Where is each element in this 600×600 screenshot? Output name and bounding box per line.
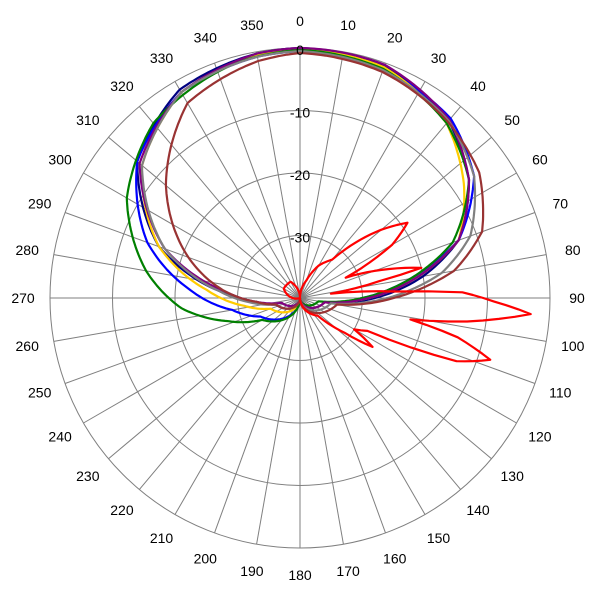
grid-spoke [174,81,301,299]
angle-tick-label: 310 [76,112,100,128]
angle-tick-label: 0 [296,13,304,29]
angle-tick-label: 110 [549,385,572,401]
grid-spoke [64,297,301,384]
angle-tick-label: 50 [504,112,520,128]
grid-spoke [299,297,344,545]
angle-tick-label: 200 [194,550,218,566]
grid-spoke [299,62,386,299]
angle-tick-label: 120 [528,429,552,445]
angle-tick-label: 300 [48,152,72,168]
angle-tick-label: 210 [150,530,174,546]
grid-spoke [299,297,517,424]
grid-spoke [214,297,301,534]
angle-tick-label: 80 [565,242,581,258]
angle-tick-label: 40 [470,78,486,94]
angle-tick-label: 220 [110,502,134,518]
angle-tick-label: 340 [194,30,218,46]
angle-tick-label: 160 [383,550,407,566]
grid-spoke [256,51,301,299]
angle-tick-label: 250 [28,385,52,401]
grid-spoke [299,297,426,515]
angle-tick-label: 170 [336,563,360,579]
angle-tick-label: 240 [48,429,72,445]
angle-tick-label: 130 [501,468,525,484]
series-layer [125,46,532,363]
angle-tick-label: 150 [427,530,451,546]
angle-tick-label: 140 [466,502,490,518]
radial-tick-label: -30 [290,230,310,246]
radial-tick-label: -20 [290,167,310,183]
grid-spoke [256,297,301,545]
grid-spoke [174,297,301,515]
grid-spoke [299,297,386,534]
grid-spoke [138,106,301,299]
angle-tick-label: 350 [240,17,264,33]
grid-spoke [299,81,426,299]
angle-tick-label: 20 [387,30,403,46]
angle-tick-label: 30 [431,50,447,66]
radial-tick-labels: -30 -20 -10 0 [290,42,310,246]
grid-spoke [299,212,536,299]
radial-tick-label: 0 [296,42,304,58]
angle-tick-label: 280 [16,242,40,258]
angle-tick-label: 260 [16,338,40,354]
angle-tick-label: 190 [240,563,264,579]
grid-spoke [299,106,462,299]
angle-tick-labels: 0 10 20 30 40 50 60 70 80 90 100 110 120 130 140 150 160… [11,13,585,583]
angle-tick-label: 90 [569,290,585,306]
angle-tick-label: 70 [553,195,569,211]
angle-tick-label: 10 [340,17,356,33]
angle-tick-label: 330 [150,50,174,66]
grid-spoke [108,297,301,460]
angle-tick-label: 100 [561,338,585,354]
angle-tick-label: 270 [11,290,35,306]
angle-tick-label: 320 [110,78,134,94]
grid-spoke [299,297,462,490]
series-line-7 [282,221,532,363]
grid-spoke [138,297,301,490]
grid-spoke [299,297,536,384]
grid-spoke [214,62,301,299]
angle-tick-label: 230 [76,468,100,484]
grid-spoke [83,172,301,299]
grid-spoke [299,51,344,299]
angle-tick-label: 290 [28,195,52,211]
angle-tick-label: 180 [288,567,312,583]
angle-tick-label: 60 [532,152,548,168]
radial-tick-label: -10 [290,105,310,121]
grid-spoke [53,254,301,299]
grid-spoke [299,172,517,299]
grid-spoke [64,212,301,299]
grid-spoke [53,297,301,342]
